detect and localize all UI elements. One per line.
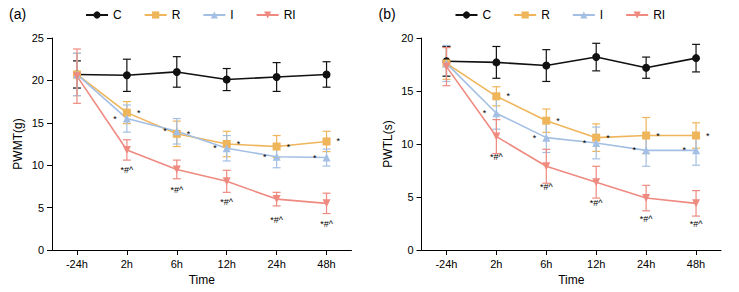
svg-text:Time: Time [558, 273, 585, 287]
svg-text:*: * [313, 153, 317, 163]
svg-text:*#^: *#^ [270, 215, 284, 225]
svg-text:*#^: *#^ [490, 152, 504, 162]
svg-text:-24h: -24h [435, 258, 457, 270]
svg-text:*: * [337, 136, 341, 146]
svg-text:5: 5 [38, 202, 44, 214]
svg-text:*#^: *#^ [590, 198, 604, 208]
svg-text:*: * [656, 131, 660, 141]
svg-text:0: 0 [38, 244, 44, 256]
svg-text:*: * [506, 91, 510, 101]
svg-text:12h: 12h [218, 258, 236, 270]
svg-text:*: * [263, 152, 267, 162]
svg-text:10: 10 [32, 159, 44, 171]
svg-text:6h: 6h [540, 258, 552, 270]
svg-text:*: * [483, 108, 487, 118]
svg-text:*: * [683, 145, 687, 155]
svg-text:*: * [633, 145, 637, 155]
svg-text:RI: RI [284, 8, 296, 22]
svg-text:*: * [137, 108, 141, 118]
svg-text:12h: 12h [587, 258, 605, 270]
svg-text:48h: 48h [317, 258, 335, 270]
svg-text:(b): (b) [379, 6, 396, 22]
svg-text:*#^: *#^ [540, 182, 554, 192]
svg-text:*#^: *#^ [170, 185, 184, 195]
svg-text:RI: RI [653, 8, 665, 22]
svg-text:2h: 2h [490, 258, 502, 270]
svg-text:I: I [230, 8, 233, 22]
svg-text:-24h: -24h [66, 258, 88, 270]
svg-text:*: * [533, 133, 537, 143]
svg-text:*: * [556, 116, 560, 126]
svg-text:*: * [287, 142, 291, 152]
svg-text:*#^: *#^ [690, 219, 704, 229]
svg-text:I: I [600, 8, 603, 22]
svg-text:5: 5 [407, 191, 413, 203]
svg-text:*#^: *#^ [121, 165, 135, 175]
svg-text:0: 0 [407, 244, 413, 256]
svg-text:C: C [113, 8, 122, 22]
svg-text:R: R [541, 8, 550, 22]
svg-text:48h: 48h [687, 258, 705, 270]
svg-text:15: 15 [32, 117, 44, 129]
svg-text:25: 25 [32, 32, 44, 44]
svg-text:*#^: *#^ [220, 197, 234, 207]
svg-text:Time: Time [189, 273, 216, 287]
svg-text:PWTL(s): PWTL(s) [381, 120, 395, 167]
svg-text:2h: 2h [121, 258, 133, 270]
svg-text:6h: 6h [171, 258, 183, 270]
svg-text:24h: 24h [637, 258, 655, 270]
svg-text:20: 20 [401, 32, 413, 44]
svg-text:*: * [163, 126, 167, 136]
svg-text:*: * [706, 131, 710, 141]
svg-text:10: 10 [401, 138, 413, 150]
svg-text:PWMT(g): PWMT(g) [11, 118, 25, 169]
svg-text:*: * [237, 139, 241, 149]
svg-text:C: C [483, 8, 492, 22]
svg-text:*: * [187, 129, 191, 139]
svg-text:*: * [606, 133, 610, 143]
svg-text:*: * [583, 138, 587, 148]
svg-text:24h: 24h [267, 258, 285, 270]
svg-text:*: * [213, 143, 217, 153]
svg-text:15: 15 [401, 85, 413, 97]
svg-text:(a): (a) [9, 6, 26, 22]
svg-text:20: 20 [32, 74, 44, 86]
svg-text:*: * [113, 114, 117, 124]
svg-text:*#^: *#^ [320, 219, 334, 229]
svg-text:*#^: *#^ [640, 214, 654, 224]
svg-text:R: R [172, 8, 181, 22]
